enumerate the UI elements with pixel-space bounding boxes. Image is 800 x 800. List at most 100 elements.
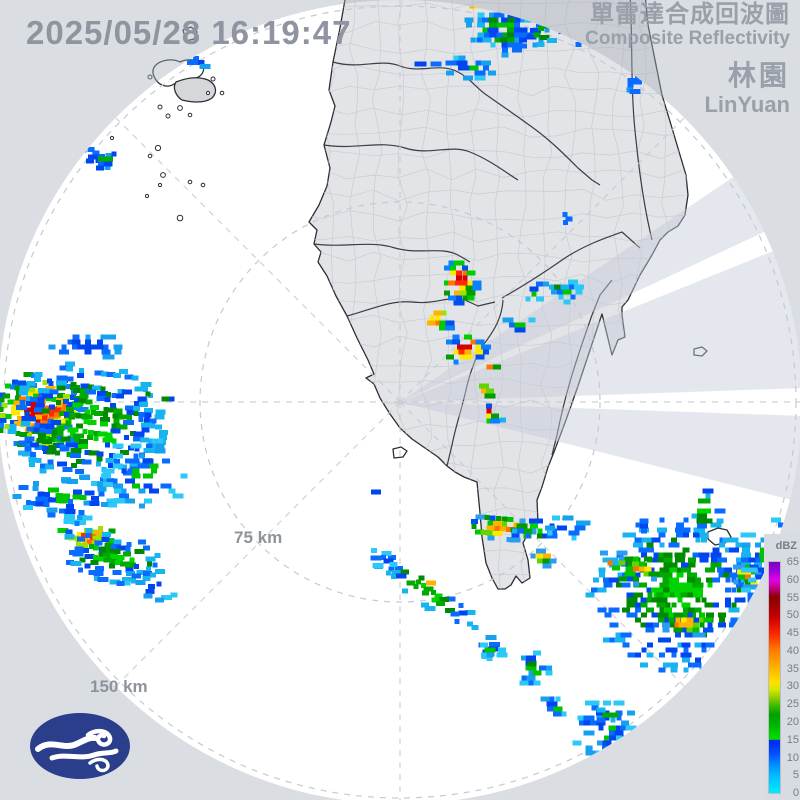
echo-bin [180,473,188,479]
echo-bin [671,537,677,543]
echo-bin [626,602,638,608]
echo-bin [525,533,531,539]
echo-bin [691,513,701,519]
echo-bin [539,35,550,41]
echo-bin [686,627,694,633]
echo-bin [664,567,672,573]
echo-bin [109,468,115,474]
echo-bin [481,652,487,658]
echo-bin [0,422,5,428]
dbz-tick-20: 20 [786,715,799,728]
dbz-tick-15: 15 [786,733,799,746]
echo-bin [662,622,670,628]
echo-bin [453,300,465,306]
echo-bin [122,551,131,557]
echo-bin [609,730,617,736]
echo-bin [532,42,538,48]
echo-bin [36,438,46,444]
echo-bin [740,532,752,538]
echo-bin [370,555,382,561]
echo-bin [706,612,714,618]
township-line [309,231,688,243]
echo-bin [622,532,630,538]
echo-bin [693,587,703,593]
echo-bin [383,558,394,564]
echo-bin [530,553,540,559]
echo-bin [50,420,61,425]
echo-bin [72,551,84,557]
echo-bin [668,617,680,623]
echo-bin [486,418,492,424]
echo-bin [57,461,68,467]
echo-bin [664,607,672,613]
echo-bin [771,517,781,523]
echo-bin [486,413,492,419]
echo-bin [585,700,593,706]
echo-bin [687,572,697,578]
echo-bin [9,424,17,430]
echo-bin [477,37,485,43]
echo-bin [104,543,114,548]
echo-bin [119,561,130,567]
echo-bin [32,485,39,491]
echo-bin [575,42,582,47]
echo-bin [113,498,125,504]
echo-bin [482,27,492,33]
echo-bin [74,397,81,403]
echo-bin [695,537,701,543]
echo-bin [143,473,153,479]
echo-bin [105,458,117,464]
echo-bin [507,517,514,523]
echo-bin [583,730,595,736]
echo-bin [607,712,619,718]
echo-bin [418,575,425,581]
echo-bin [131,473,141,479]
echo-bin [76,514,86,520]
echo-bin [712,547,720,553]
echo-bin [701,647,707,653]
echo-bin [37,491,45,497]
echo-bin [450,270,456,276]
echo-bin [133,431,145,437]
echo-bin [66,366,73,372]
echo-bin [547,530,553,536]
echo-bin [669,567,679,573]
echo-bin [441,310,447,316]
echo-bin [596,710,606,716]
echo-bin [149,418,157,424]
echo-bin [653,592,659,598]
echo-bin [84,563,91,569]
echo-bin [502,317,514,323]
echo-bin [56,380,67,386]
echo-bin [89,544,95,550]
echo-bin [665,602,671,608]
echo-bin [85,339,91,345]
echo-bin [47,419,53,425]
echo-bin [9,384,18,390]
echo-bin [142,576,151,582]
echo-bin [641,528,647,534]
echo-bin [514,32,520,38]
echo-bin [674,622,682,628]
echo-bin [501,17,509,23]
echo-bin [162,458,170,464]
echo-bin [546,37,557,43]
echo-bin [35,458,42,463]
echo-bin [40,463,48,469]
echo-bin [677,597,683,603]
echo-bin [72,334,80,340]
echo-bin [681,562,691,568]
echo-bin [521,675,529,681]
echo-bin [116,393,125,399]
echo-bin [433,310,443,316]
echo-bin [96,461,102,467]
echo-bin [466,290,476,296]
echo-bin [659,652,665,658]
echo-bin [34,377,42,383]
echo-bin [516,43,527,49]
echo-bin [585,750,593,756]
echo-bin [439,325,449,331]
echo-bin [82,515,93,521]
echo-bin [529,518,539,524]
echo-bin [159,430,168,436]
